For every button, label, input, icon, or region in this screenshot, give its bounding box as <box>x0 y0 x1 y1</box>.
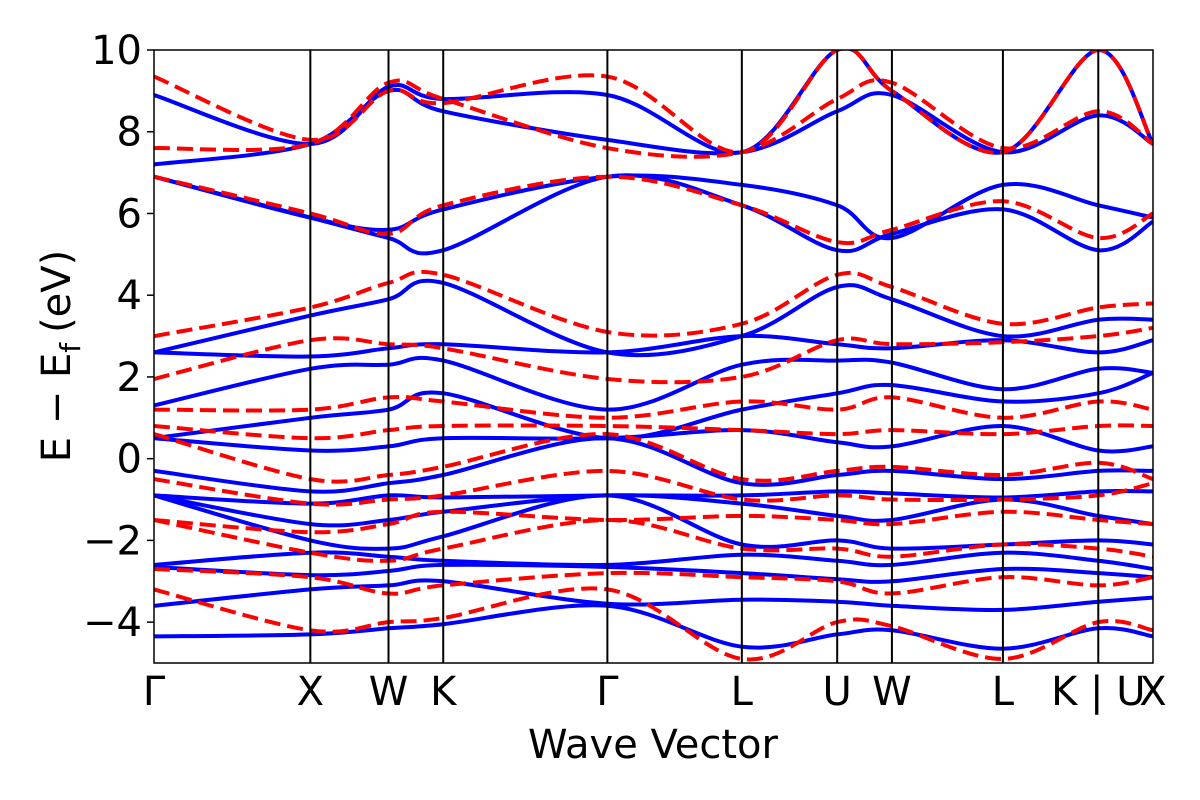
band-line-solid <box>154 333 1153 359</box>
band-line-dashed <box>154 468 1153 507</box>
y-tick-label: 4 <box>117 273 142 319</box>
y-axis-ticks: 10 8 6 4 2 0 −2 −4 <box>83 28 154 646</box>
y-tick-label: 10 <box>91 28 142 74</box>
y-axis-label-subscript: f <box>54 342 87 353</box>
x-tick-label: X <box>297 669 324 715</box>
band-line-solid <box>154 603 1153 651</box>
x-tick-label: Γ <box>143 669 166 715</box>
band-line-solid <box>154 370 1153 441</box>
y-tick-label: 0 <box>117 437 142 483</box>
x-tick-label: W <box>872 669 912 715</box>
band-line-solid <box>154 562 1153 584</box>
y-tick-label: −4 <box>83 600 142 646</box>
y-axis-label: E − Ef (eV) <box>34 250 87 463</box>
x-tick-label: K <box>430 669 458 715</box>
band-line-solid <box>154 578 1153 612</box>
kpath-lines <box>309 50 1100 663</box>
x-tick-label: X <box>1139 669 1166 715</box>
x-tick-label: L <box>731 669 754 715</box>
bands-layer <box>154 50 1153 662</box>
y-axis-label-unit: (eV) <box>34 250 80 333</box>
x-axis-label: Wave Vector <box>528 722 779 768</box>
band-line-solid <box>154 436 1153 494</box>
x-tick-label: K | U <box>1051 669 1145 715</box>
band-line-dashed <box>154 423 1153 441</box>
y-tick-label: 6 <box>117 191 142 237</box>
x-tick-label: W <box>369 669 409 715</box>
band-line-dashed <box>154 325 1153 385</box>
band-line-solid <box>154 550 1153 571</box>
band-line-dashed <box>154 269 1153 339</box>
y-tick-label: 8 <box>117 110 142 156</box>
y-tick-label: −2 <box>83 518 142 564</box>
band-line-solid <box>154 355 1153 412</box>
band-line-dashed <box>154 432 1153 484</box>
x-tick-label: Γ <box>596 669 619 715</box>
band-line-solid <box>154 488 1153 506</box>
band-line-dashed <box>154 586 1153 662</box>
band-line-dashed <box>154 174 1153 246</box>
x-tick-label: U <box>823 669 852 715</box>
plot-frame <box>153 49 1154 664</box>
y-axis-label-main: E − E <box>34 353 80 463</box>
x-tick-label: L <box>992 669 1015 715</box>
band-line-dashed <box>154 509 1153 535</box>
y-tick-label: 2 <box>117 355 142 401</box>
band-line-dashed <box>154 567 1153 596</box>
band-line-dashed <box>154 394 1153 420</box>
band-line-dashed <box>154 517 1153 563</box>
